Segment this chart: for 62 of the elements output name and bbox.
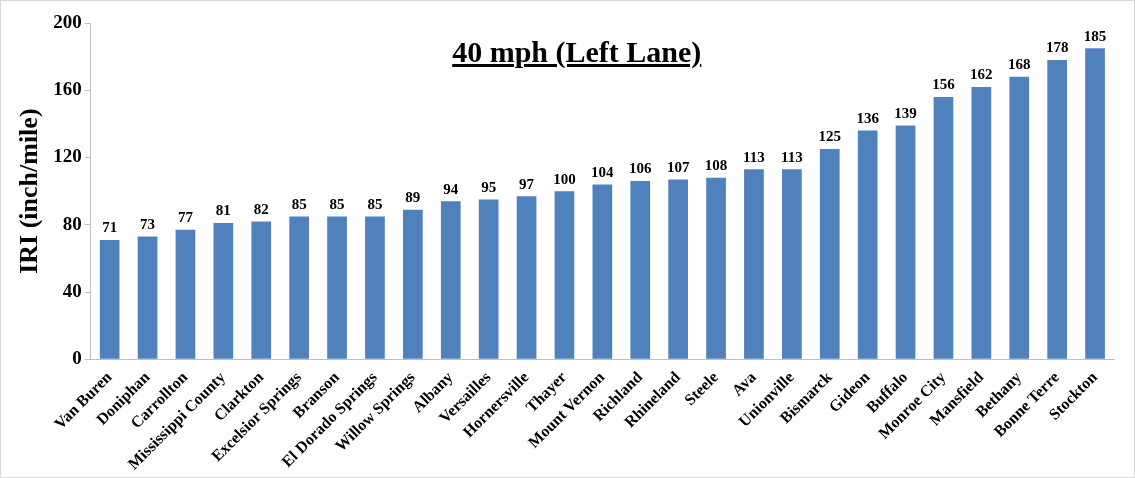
data-label: 113 bbox=[743, 148, 765, 165]
data-label: 104 bbox=[591, 163, 615, 180]
data-label: 81 bbox=[215, 202, 231, 219]
bar bbox=[668, 179, 688, 359]
data-label: 71 bbox=[102, 219, 118, 236]
data-label: 85 bbox=[329, 195, 345, 212]
bar bbox=[857, 130, 878, 359]
bar bbox=[478, 199, 499, 359]
y-tick-label: 0 bbox=[72, 347, 82, 369]
bar bbox=[327, 216, 347, 359]
data-label: 113 bbox=[781, 148, 803, 165]
bar bbox=[403, 209, 423, 359]
data-label: 108 bbox=[704, 157, 728, 174]
bar bbox=[630, 181, 651, 359]
bar bbox=[819, 149, 840, 359]
bar bbox=[175, 229, 196, 359]
data-label: 156 bbox=[932, 76, 956, 93]
bar bbox=[895, 125, 916, 359]
bar bbox=[365, 216, 385, 359]
bar bbox=[99, 239, 120, 359]
bar bbox=[744, 169, 764, 359]
bar bbox=[213, 223, 234, 359]
bar bbox=[592, 184, 613, 359]
y-axis-title: IRI (inch/mile) bbox=[14, 108, 44, 274]
data-label: 168 bbox=[1008, 56, 1031, 73]
bar bbox=[706, 177, 726, 359]
y-tick-label: 160 bbox=[53, 78, 82, 100]
data-label: 162 bbox=[970, 66, 993, 83]
bar bbox=[554, 191, 575, 359]
chart-title: 40 mph (Left Lane) bbox=[452, 35, 702, 69]
bar bbox=[289, 216, 309, 359]
data-label: 85 bbox=[367, 195, 383, 212]
y-tick-label: 200 bbox=[53, 10, 82, 32]
data-label: 136 bbox=[856, 109, 880, 126]
data-label: 106 bbox=[629, 160, 652, 177]
bar bbox=[137, 236, 158, 359]
data-label: 94 bbox=[443, 180, 459, 197]
data-label: 89 bbox=[405, 189, 421, 206]
bar bbox=[782, 169, 802, 359]
data-label: 95 bbox=[481, 178, 497, 195]
bar bbox=[971, 86, 992, 359]
data-label: 125 bbox=[818, 128, 841, 145]
data-label: 178 bbox=[1045, 39, 1069, 56]
data-label: 73 bbox=[140, 215, 156, 232]
data-label: 77 bbox=[177, 209, 194, 226]
y-tick-label: 80 bbox=[62, 212, 82, 234]
data-label: 82 bbox=[253, 200, 269, 217]
data-label: 139 bbox=[894, 104, 917, 121]
bar bbox=[1047, 59, 1067, 359]
data-label: 185 bbox=[1083, 27, 1107, 44]
bar bbox=[440, 201, 461, 359]
bar bbox=[1085, 48, 1105, 359]
data-label: 107 bbox=[666, 158, 690, 175]
bar bbox=[1009, 76, 1030, 359]
bar bbox=[251, 221, 272, 359]
data-label: 100 bbox=[553, 170, 576, 187]
data-label: 85 bbox=[291, 195, 307, 212]
bar bbox=[516, 196, 537, 359]
y-tick-label: 120 bbox=[53, 145, 82, 167]
y-tick-label: 40 bbox=[62, 279, 82, 301]
bar bbox=[933, 96, 954, 359]
data-label: 97 bbox=[519, 175, 535, 192]
